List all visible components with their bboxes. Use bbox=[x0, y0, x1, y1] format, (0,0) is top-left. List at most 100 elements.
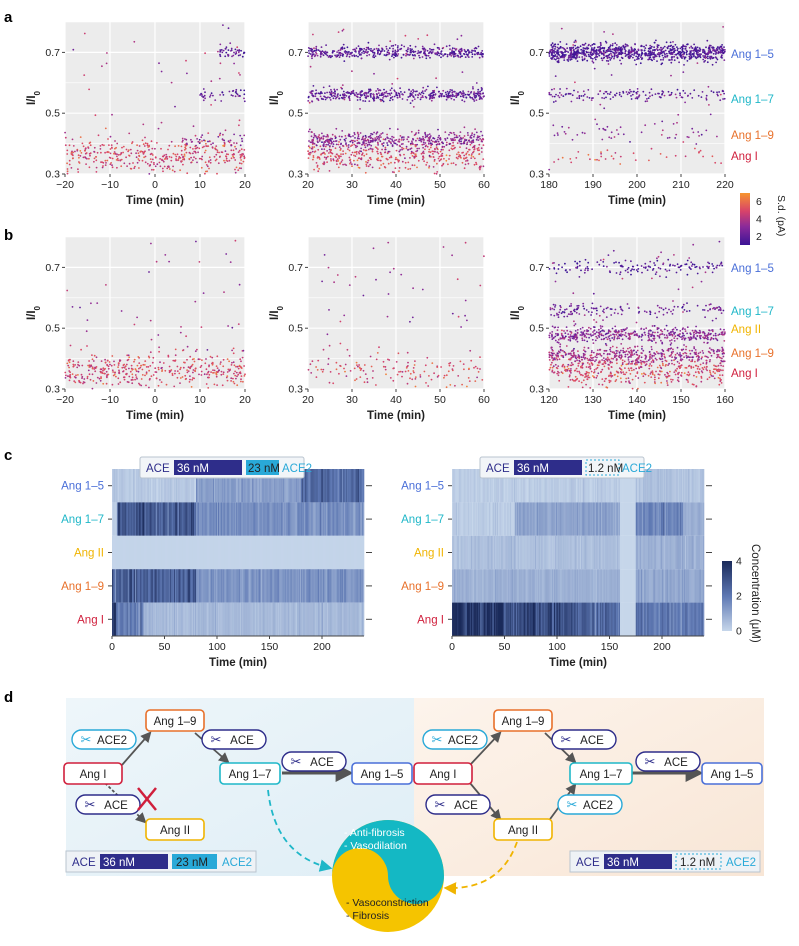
scatter-point bbox=[417, 138, 419, 140]
scatter-point bbox=[678, 362, 680, 364]
scatter-point bbox=[210, 144, 212, 146]
scatter-point bbox=[387, 95, 389, 97]
x-tick-label: 220 bbox=[716, 179, 734, 191]
scatter-point bbox=[368, 48, 370, 50]
scatter-point bbox=[214, 156, 216, 158]
scatter-point bbox=[357, 56, 359, 58]
scatter-point bbox=[640, 56, 642, 58]
scatter-point bbox=[377, 160, 379, 162]
scatter-point bbox=[81, 152, 83, 154]
scatter-point bbox=[695, 371, 697, 373]
scatter-point bbox=[351, 55, 353, 57]
scatter-point bbox=[663, 57, 665, 59]
scatter-point bbox=[406, 148, 408, 150]
scatter-point bbox=[387, 50, 389, 52]
y-tick-label: 0.7 bbox=[45, 47, 60, 59]
scatter-point bbox=[715, 62, 717, 64]
scatter-point bbox=[586, 376, 588, 378]
scatter-point bbox=[184, 154, 186, 156]
scatter-point bbox=[388, 151, 390, 153]
scatter-point bbox=[131, 369, 133, 371]
scatter-point bbox=[351, 70, 353, 72]
scatter-point bbox=[349, 355, 351, 357]
scatter-point bbox=[700, 150, 702, 152]
scatter-point bbox=[164, 370, 166, 372]
x-axis-label: Time (min) bbox=[126, 195, 184, 207]
scatter-point bbox=[477, 368, 479, 370]
y-tick-label: 0.5 bbox=[45, 108, 60, 120]
scatter-point bbox=[244, 157, 246, 159]
scatter-point bbox=[714, 378, 716, 380]
scatter-point bbox=[453, 365, 455, 367]
scatter-point bbox=[136, 370, 138, 372]
scatter-point bbox=[577, 365, 579, 367]
scatter-point bbox=[576, 97, 578, 99]
scatter-point bbox=[99, 378, 101, 380]
scatter-point bbox=[206, 383, 208, 385]
scatter-point bbox=[387, 153, 389, 155]
scatter-point bbox=[622, 52, 624, 54]
scatter-point bbox=[69, 164, 71, 166]
scatter-point bbox=[356, 364, 358, 366]
scatter-point bbox=[657, 367, 659, 369]
scatter-point bbox=[121, 147, 123, 149]
scatter-point bbox=[690, 46, 692, 48]
scatter-point bbox=[344, 371, 346, 373]
scatter-point bbox=[392, 99, 394, 101]
scatter-point bbox=[229, 91, 231, 93]
scatter-point bbox=[331, 91, 333, 93]
scatter-point bbox=[105, 162, 107, 164]
scatter-point bbox=[674, 54, 676, 56]
scatter-point bbox=[377, 88, 379, 90]
scatter-point bbox=[365, 143, 367, 145]
scatter-point bbox=[229, 142, 231, 144]
scatter-point bbox=[446, 154, 448, 156]
scatter-point bbox=[572, 356, 574, 358]
scatter-point bbox=[391, 92, 393, 94]
scatter-point bbox=[473, 141, 475, 143]
scatter-point bbox=[338, 141, 340, 143]
scatter-point bbox=[649, 358, 651, 360]
scatter-point bbox=[465, 51, 467, 53]
scatter-point bbox=[199, 142, 201, 144]
scatter-point bbox=[616, 347, 618, 349]
scatter-point bbox=[387, 359, 389, 361]
scatter-point bbox=[628, 368, 630, 370]
scatter-point bbox=[233, 373, 235, 375]
scatter-point bbox=[648, 375, 650, 377]
scatter-point bbox=[126, 364, 128, 366]
scatter-point bbox=[77, 361, 79, 363]
scatter-point bbox=[320, 56, 322, 58]
scatter-point bbox=[92, 358, 94, 360]
scatter-point bbox=[372, 370, 374, 372]
scatter-point bbox=[363, 370, 365, 372]
scatter-point bbox=[186, 143, 188, 145]
scatter-point bbox=[201, 167, 203, 169]
scatter-point bbox=[234, 146, 236, 148]
scatter-point bbox=[67, 365, 69, 367]
scatter-point bbox=[76, 149, 78, 151]
scatter-point bbox=[597, 364, 599, 366]
scatter-point bbox=[112, 384, 114, 386]
scatter-point bbox=[622, 359, 624, 361]
scatter-point bbox=[460, 143, 462, 145]
scatter-point bbox=[584, 58, 586, 60]
scatter-point bbox=[561, 28, 563, 30]
scatter-point bbox=[706, 95, 708, 97]
scatter-point bbox=[408, 89, 410, 91]
scatter-point bbox=[628, 361, 630, 363]
scatter-point bbox=[412, 139, 414, 141]
scatter-point bbox=[438, 47, 440, 49]
scatter-point bbox=[225, 150, 227, 152]
scatter-point bbox=[195, 152, 197, 154]
scatter-point bbox=[449, 143, 451, 145]
scatter-point bbox=[557, 371, 559, 373]
y-axis-label: I/I0 bbox=[510, 90, 526, 105]
scatter-point bbox=[412, 54, 414, 56]
scatter-point bbox=[394, 54, 396, 56]
scatter-point bbox=[698, 357, 700, 359]
scatter-point bbox=[720, 360, 722, 362]
scatter-point bbox=[670, 62, 672, 64]
scatter-point bbox=[441, 153, 443, 155]
scatter-point bbox=[641, 53, 643, 55]
